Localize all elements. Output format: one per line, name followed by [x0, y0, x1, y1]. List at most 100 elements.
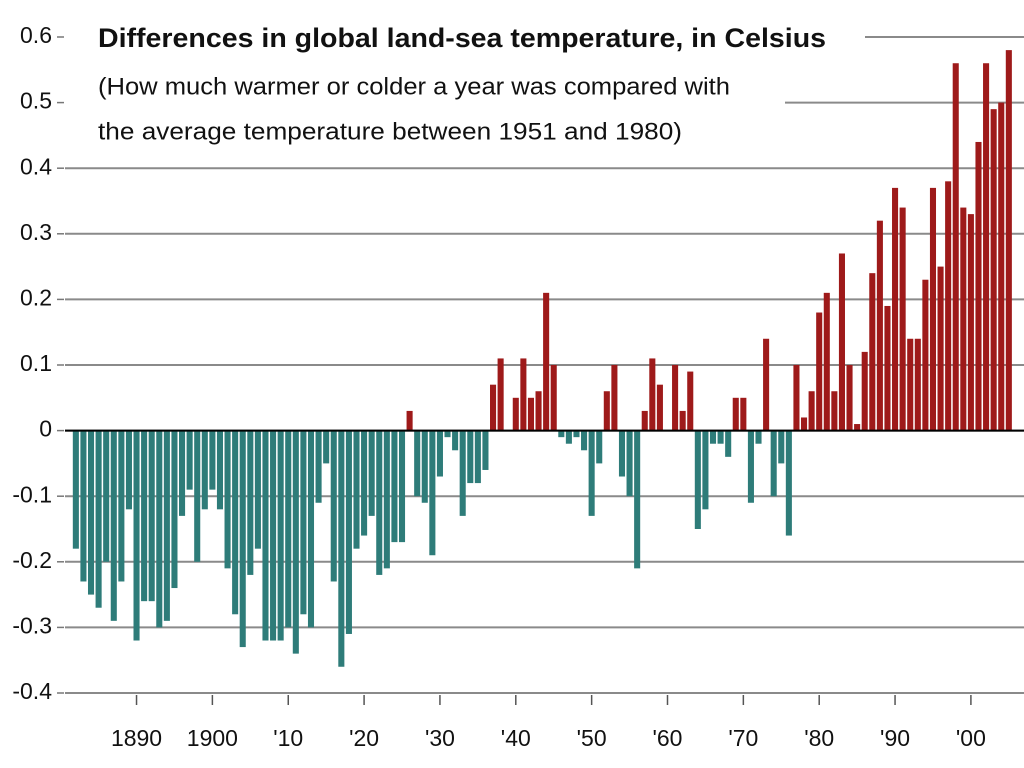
y-tick-label: 0 [39, 416, 52, 442]
bar [543, 292, 550, 431]
bar [201, 430, 208, 510]
bar [133, 430, 140, 641]
bar [869, 273, 876, 431]
bar [330, 430, 337, 582]
bar [747, 430, 754, 503]
y-tick-label: 0.4 [20, 153, 52, 179]
bar [626, 430, 633, 497]
bar [72, 430, 79, 549]
bar [292, 430, 299, 654]
bar [262, 430, 269, 641]
bar [171, 430, 178, 589]
y-tick-label: -0.2 [12, 547, 52, 573]
bar [960, 207, 967, 431]
bar [709, 430, 717, 444]
bar [474, 430, 481, 484]
bar [186, 430, 193, 490]
bar [907, 338, 914, 431]
bar [103, 430, 110, 562]
bar [967, 214, 974, 431]
bar [216, 430, 224, 510]
bar [892, 187, 899, 431]
x-tick-label: '30 [425, 725, 455, 751]
bar [672, 365, 679, 431]
bar [998, 102, 1005, 431]
bar [876, 220, 883, 431]
bar [315, 430, 322, 503]
x-tick-label: '90 [880, 725, 910, 751]
bar [224, 430, 231, 569]
bar [861, 351, 868, 431]
bar [838, 253, 845, 431]
bar [247, 430, 254, 575]
bar [110, 430, 117, 621]
bar [770, 430, 777, 497]
bar [732, 397, 739, 431]
bar [603, 391, 610, 431]
bar [565, 430, 572, 444]
bar [436, 430, 443, 477]
bar [687, 371, 694, 431]
x-tick-label: '80 [804, 725, 834, 751]
chart-subtitle: (How much warmer or colder a year was co… [98, 73, 730, 100]
bar [717, 430, 724, 444]
bar [649, 358, 656, 431]
y-tick-label: 0.6 [20, 22, 52, 48]
bar [634, 430, 641, 569]
bar [831, 391, 838, 431]
bar [239, 430, 246, 648]
bar [338, 430, 345, 667]
bar [778, 430, 785, 464]
bar [323, 430, 330, 464]
bar [361, 430, 368, 536]
bar [952, 63, 959, 431]
bar [618, 430, 626, 477]
x-tick-label: '40 [501, 725, 531, 751]
bar [656, 384, 663, 431]
bar [209, 430, 216, 490]
bar [285, 430, 292, 628]
bar [406, 410, 413, 431]
bar [163, 430, 170, 621]
bar [945, 181, 952, 431]
bar [148, 430, 155, 602]
y-tick-label: 0.2 [20, 284, 52, 310]
y-tick-label: 0.1 [20, 350, 52, 376]
bar [641, 410, 648, 431]
bar [527, 397, 534, 431]
bar [232, 430, 239, 615]
bar [854, 424, 861, 431]
bar [368, 430, 375, 516]
bar [702, 430, 709, 510]
bar [793, 365, 800, 431]
x-tick-label: 1900 [187, 725, 238, 751]
bar [87, 430, 95, 595]
bar [1005, 50, 1012, 431]
x-tick-label: '50 [577, 725, 607, 751]
bar [899, 207, 906, 431]
bar [414, 430, 421, 497]
bar [376, 430, 383, 575]
x-tick-label: '00 [956, 725, 986, 751]
x-tick-label: '10 [273, 725, 303, 751]
bar [725, 430, 732, 457]
bar [611, 365, 618, 431]
bar [808, 391, 815, 431]
bar [490, 384, 497, 431]
bar [482, 430, 489, 470]
bar [588, 430, 595, 516]
bar [823, 292, 830, 431]
bar [345, 430, 352, 634]
bar [353, 430, 360, 549]
bar [816, 312, 823, 431]
y-tick-label: 0.3 [20, 219, 52, 245]
bar [429, 430, 436, 556]
bar [550, 365, 557, 431]
bar [558, 430, 565, 438]
bar [307, 430, 315, 628]
bar [679, 410, 686, 431]
x-tick-label: '70 [728, 725, 758, 751]
chart-subtitle: the average temperature between 1951 and… [98, 118, 682, 145]
bar [937, 266, 944, 431]
